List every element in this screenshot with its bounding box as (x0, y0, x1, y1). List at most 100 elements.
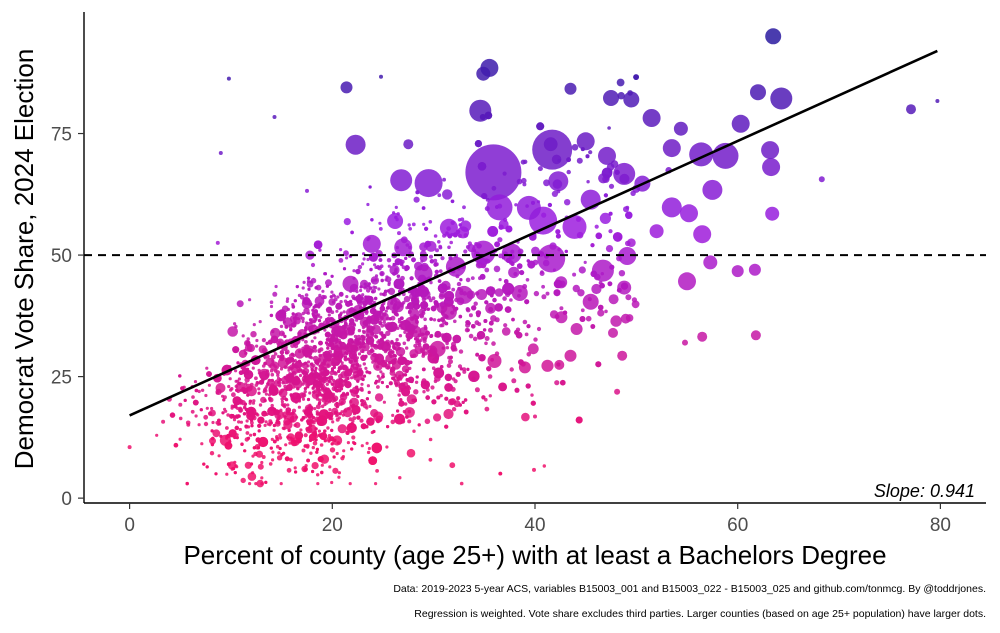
county-point (263, 361, 267, 366)
county-point (304, 328, 308, 332)
county-point (200, 388, 205, 392)
county-point (599, 282, 605, 289)
county-point (597, 309, 605, 317)
county-point (618, 236, 622, 240)
x-tick-label: 40 (524, 515, 545, 536)
county-point (173, 442, 179, 448)
county-point (352, 366, 357, 370)
county-point (465, 144, 522, 201)
county-point (497, 237, 503, 243)
county-point (366, 384, 370, 388)
county-point (462, 369, 467, 374)
county-point (337, 416, 341, 420)
county-point (203, 414, 209, 420)
county-point (441, 332, 452, 343)
county-point (361, 341, 366, 345)
county-point (289, 418, 293, 422)
county-point (272, 389, 278, 396)
county-point (228, 377, 232, 381)
county-point (234, 384, 238, 388)
county-point (441, 283, 447, 289)
county-point (329, 295, 333, 299)
county-point (315, 450, 319, 454)
county-point (257, 368, 261, 372)
county-point (564, 349, 577, 362)
county-point (407, 376, 415, 383)
x-tick-label: 80 (930, 515, 951, 536)
y-tick-label: 75 (51, 125, 72, 146)
county-point (339, 300, 343, 304)
county-point (325, 317, 329, 322)
county-point (467, 241, 472, 246)
county-point (330, 333, 336, 339)
county-point (285, 407, 292, 413)
county-point (361, 262, 365, 266)
county-point (269, 421, 273, 425)
county-point (210, 442, 215, 447)
county-point (494, 241, 500, 248)
county-point (601, 167, 613, 179)
county-point (185, 420, 191, 426)
county-point (303, 444, 308, 448)
county-point (232, 346, 240, 354)
county-point (355, 374, 360, 378)
county-point (308, 433, 317, 441)
county-point (402, 409, 407, 414)
county-point (462, 205, 466, 210)
county-point (392, 346, 396, 350)
county-point (331, 420, 335, 424)
county-point (256, 479, 265, 488)
county-point (217, 454, 221, 458)
county-point (463, 409, 469, 415)
county-point (553, 289, 561, 297)
county-point (394, 413, 405, 425)
county-point (345, 295, 349, 299)
county-point (326, 346, 330, 350)
county-point (274, 409, 280, 416)
county-point (317, 375, 323, 380)
county-point (233, 471, 237, 475)
county-point (437, 279, 442, 283)
county-point (448, 359, 453, 365)
county-point (345, 300, 352, 307)
county-point (419, 250, 427, 258)
county-point (388, 317, 392, 321)
county-point (394, 258, 402, 266)
county-point (330, 480, 334, 485)
county-point (474, 291, 480, 296)
county-point (361, 325, 365, 330)
county-point (306, 276, 311, 280)
county-point (453, 319, 457, 324)
county-point (408, 227, 413, 231)
county-point (678, 272, 696, 291)
county-point (363, 282, 367, 286)
county-point (366, 202, 370, 207)
county-point (348, 322, 352, 326)
county-point (583, 260, 587, 264)
county-point (329, 393, 335, 399)
county-point (398, 400, 405, 407)
county-point (406, 302, 415, 310)
county-point (221, 394, 225, 398)
county-point (287, 368, 291, 372)
county-point (218, 422, 222, 426)
county-point (169, 412, 176, 418)
county-point (301, 286, 305, 290)
county-point (317, 456, 324, 463)
county-point (366, 295, 374, 304)
county-point (235, 388, 239, 392)
county-point (278, 391, 282, 396)
county-point (542, 464, 546, 468)
county-point (269, 304, 274, 309)
county-point (379, 315, 384, 320)
county-point (469, 99, 492, 122)
county-point (333, 325, 346, 337)
county-point (323, 429, 327, 433)
county-point (405, 415, 409, 419)
county-point (369, 317, 373, 321)
county-point (280, 397, 284, 401)
county-point (297, 405, 301, 409)
county-point (248, 399, 253, 403)
county-point (328, 317, 334, 323)
county-point (623, 91, 640, 108)
